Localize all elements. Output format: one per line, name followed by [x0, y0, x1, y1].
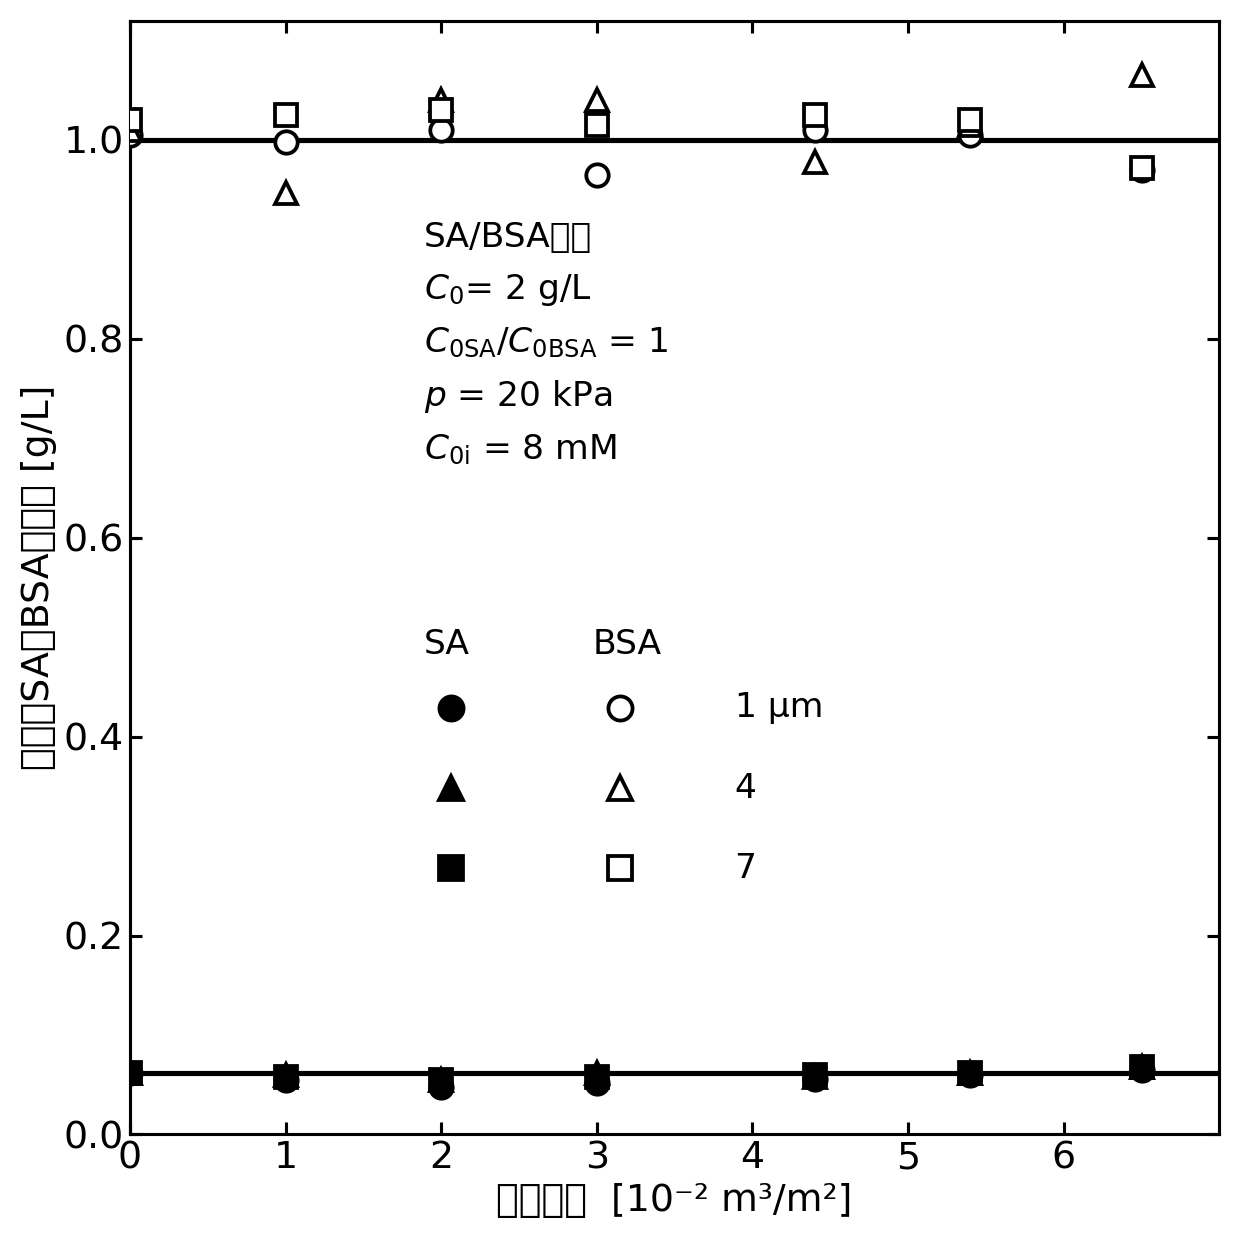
Text: SA/BSA溶液
$C_0$= 2 g/L
$C_{\mathrm{0SA}}$/$C_{\mathrm{0BSA}}$ = 1
$p$ = 20 kPa
$C: SA/BSA溶液 $C_0$= 2 g/L $C_{\mathrm{0SA}}$… [424, 221, 668, 467]
X-axis label: 滤液体积  [10⁻² m³/m²]: 滤液体积 [10⁻² m³/m²] [496, 1183, 853, 1219]
Text: SA: SA [424, 627, 470, 661]
Text: BSA: BSA [593, 627, 662, 661]
Text: 7: 7 [734, 852, 756, 884]
Text: 1 μm: 1 μm [734, 692, 823, 724]
Text: 4: 4 [734, 771, 756, 805]
Y-axis label: 滤液中SA和BSA的浓度 [g/L]: 滤液中SA和BSA的浓度 [g/L] [21, 384, 57, 770]
